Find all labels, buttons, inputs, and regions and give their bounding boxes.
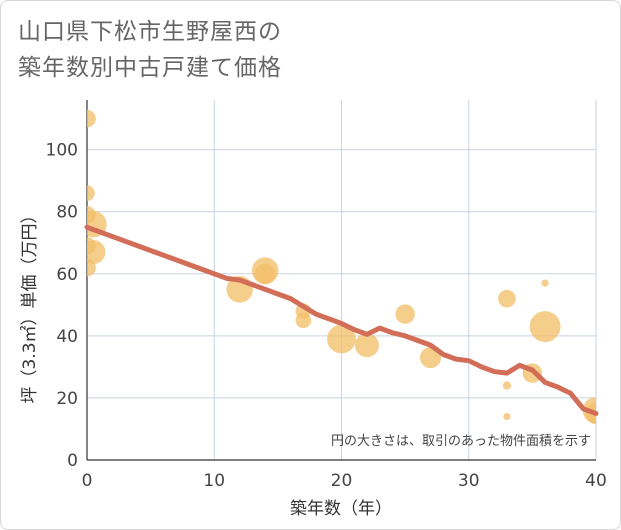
x-tick-label: 40	[585, 471, 607, 491]
y-tick-label: 40	[56, 327, 78, 347]
data-bubble	[295, 312, 312, 329]
data-bubble	[87, 109, 96, 128]
data-bubble	[503, 412, 511, 421]
title-line-2: 築年数別中古戸建て価格	[18, 55, 282, 81]
y-axis-label: 坪（3.3㎡）単価（万円）	[20, 206, 40, 403]
data-bubble	[87, 185, 95, 201]
trend-line	[84, 224, 599, 416]
y-tick-label: 0	[67, 451, 78, 471]
y-tick-label: 60	[56, 265, 78, 285]
data-bubble	[395, 304, 415, 324]
data-bubble	[87, 240, 106, 265]
data-bubble	[529, 311, 561, 343]
trend-line-group	[84, 224, 599, 416]
y-tick-label: 100	[46, 141, 78, 161]
data-bubble	[541, 279, 549, 287]
data-bubble	[498, 289, 516, 308]
x-tick-label: 20	[331, 471, 353, 491]
data-bubble	[354, 333, 379, 358]
chart-title: 山口県下松市生野屋西の 築年数別中古戸建て価格	[18, 14, 282, 86]
data-bubble	[420, 347, 442, 369]
x-tick-label: 0	[82, 471, 93, 491]
y-tick-label: 20	[56, 389, 78, 409]
data-bubble	[254, 263, 276, 285]
x-tick-label: 30	[458, 471, 480, 491]
x-axis-label: 築年数（年）	[290, 499, 392, 519]
axes	[86, 100, 596, 461]
grid	[87, 100, 597, 460]
title-line-1: 山口県下松市生野屋西の	[18, 19, 282, 45]
y-tick-label: 80	[56, 203, 78, 223]
data-bubble	[502, 381, 512, 390]
data-bubble	[87, 258, 96, 277]
x-tick-label: 10	[203, 471, 225, 491]
data-bubble	[327, 324, 356, 354]
size-note: 円の大きさは、取引のあった物件面積を示す	[331, 434, 591, 449]
tick-labels: 0 10 20 30 40 0 20 40 60 80 100	[46, 141, 607, 491]
